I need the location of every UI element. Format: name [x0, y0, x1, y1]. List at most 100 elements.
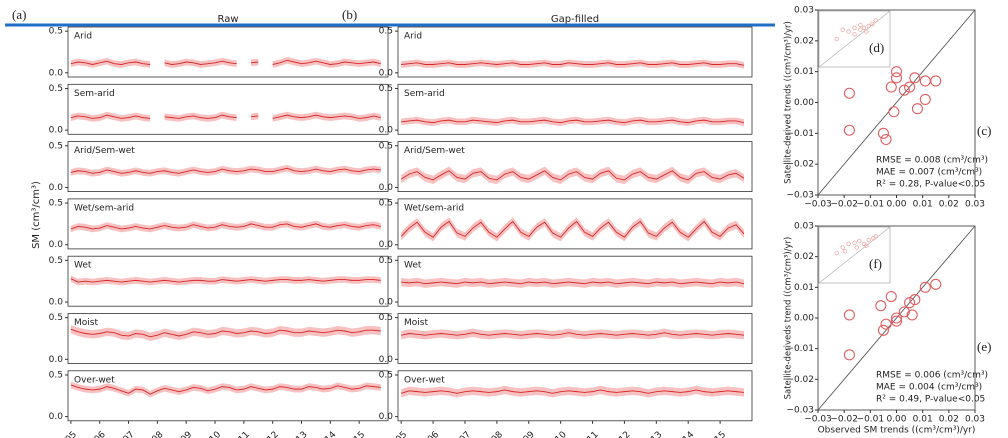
point — [890, 72, 903, 84]
y-tick-label: 0.01 — [794, 283, 814, 293]
panel-name: Arid — [74, 32, 92, 42]
y-tick-label: 0.0 — [49, 240, 64, 250]
panel-frame — [67, 198, 389, 250]
series-line — [70, 328, 381, 338]
y-tick-label: 0.03 — [794, 222, 814, 232]
inset-point — [840, 245, 845, 250]
y-tick-label: 0.5 — [49, 199, 63, 209]
y-tick-label: 0.5 — [379, 84, 393, 94]
x-tick-label: 2014 — [315, 430, 338, 438]
series-line — [70, 167, 381, 174]
panel-label: (e) — [977, 339, 991, 354]
panel-frame — [67, 26, 389, 78]
y-tick-label: 0.5 — [49, 313, 63, 323]
x-tick-label: 2010 — [200, 430, 223, 438]
y-axis-label: Satellite-derived trends ((cm³/cm³)/yr) — [784, 21, 794, 184]
error-band — [70, 164, 381, 177]
error-band — [164, 57, 237, 68]
inset-point — [861, 25, 867, 30]
y-tick-label: 0.5 — [49, 141, 63, 151]
y-tick-label: −0.01 — [786, 344, 814, 354]
point — [904, 81, 916, 93]
point — [911, 103, 923, 115]
x-tick-label: 2015 — [705, 430, 728, 438]
y-tick-label: 0.0 — [49, 68, 64, 78]
y-tick-label: 0.5 — [49, 370, 63, 380]
y-tick-label: 0.02 — [794, 252, 814, 262]
error-band — [70, 220, 381, 233]
x-tick-label: 2009 — [171, 430, 194, 438]
x-tick-label: 2011 — [229, 430, 252, 438]
inset-label: (f) — [869, 256, 882, 271]
x-tick-label: 2007 — [113, 430, 136, 438]
y-tick-label: −0.02 — [786, 375, 814, 385]
inset-point — [854, 245, 860, 250]
y-tick-label: 0.0 — [379, 355, 394, 365]
series-line — [401, 119, 745, 124]
panel-frame — [397, 255, 753, 307]
y-tick-label: 0.0 — [49, 412, 64, 422]
x-tick-label: 0.02 — [939, 415, 959, 425]
x-tick-label: 2015 — [344, 430, 367, 438]
panel-name: Moist — [404, 318, 428, 328]
point — [885, 290, 897, 303]
x-tick-label: −0.02 — [830, 200, 858, 210]
y-tick-label: 0.00 — [794, 98, 814, 108]
x-tick-label: −0.03 — [804, 415, 832, 425]
x-tick-label: 0.02 — [939, 200, 959, 210]
x-tick-label: 2010 — [546, 430, 569, 438]
panel-label: (b) — [342, 7, 357, 22]
y-tick-label: 0.0 — [49, 126, 64, 136]
point — [906, 309, 918, 321]
point — [888, 106, 900, 118]
error-band — [401, 116, 745, 126]
series-line — [401, 389, 745, 394]
panel-title: Gap-filled — [551, 14, 599, 25]
inset-point — [852, 240, 857, 246]
y-tick-label: 0.5 — [379, 313, 393, 323]
x-tick-label: 2008 — [482, 430, 505, 438]
panel-label: (c) — [977, 123, 991, 138]
series-line — [70, 60, 151, 65]
panel-name: Arid — [404, 32, 422, 42]
x-tick-label: 2012 — [609, 430, 632, 438]
x-tick-label: 0.00 — [886, 415, 906, 425]
series-line — [272, 114, 381, 119]
error-band — [401, 217, 745, 242]
x-tick-label: 0.01 — [913, 200, 933, 210]
inset-point — [852, 32, 857, 37]
inset-point — [852, 25, 857, 30]
inset-point — [834, 36, 839, 42]
y-tick-label: 0.5 — [49, 84, 63, 94]
series-line — [251, 61, 259, 64]
series-line — [401, 281, 745, 285]
y-tick-label: −0.01 — [786, 129, 814, 139]
panel-name: Moist — [74, 318, 98, 328]
stat-annotation: MAE = 0.004 (cm³/cm³) — [876, 383, 982, 393]
inset-label: (d) — [869, 40, 884, 55]
inset-point — [864, 243, 869, 248]
error-band — [401, 59, 745, 69]
inset-point — [866, 23, 871, 29]
point — [843, 349, 855, 361]
x-tick-label: 2009 — [514, 430, 537, 438]
y-tick-label: 0.5 — [379, 370, 393, 380]
point — [919, 281, 931, 293]
y-tick-label: −0.03 — [786, 191, 814, 201]
stat-annotation: R² = 0.49, P-value<0.05 — [876, 395, 985, 405]
error-band — [70, 325, 381, 341]
x-tick-label: 2005 — [56, 430, 79, 438]
inset-one-to-one — [818, 10, 891, 68]
y-tick-label: 0.00 — [794, 314, 814, 324]
x-tick-label: 2005 — [386, 430, 409, 438]
inset-point — [866, 237, 871, 243]
inset-point — [864, 29, 869, 34]
x-tick-label: 2012 — [258, 430, 281, 438]
panel-name: Over-wet — [404, 375, 445, 385]
x-tick-label: 0.03 — [965, 415, 985, 425]
series-line — [70, 278, 381, 283]
panel-name: Wet — [404, 261, 422, 271]
point — [843, 124, 855, 136]
